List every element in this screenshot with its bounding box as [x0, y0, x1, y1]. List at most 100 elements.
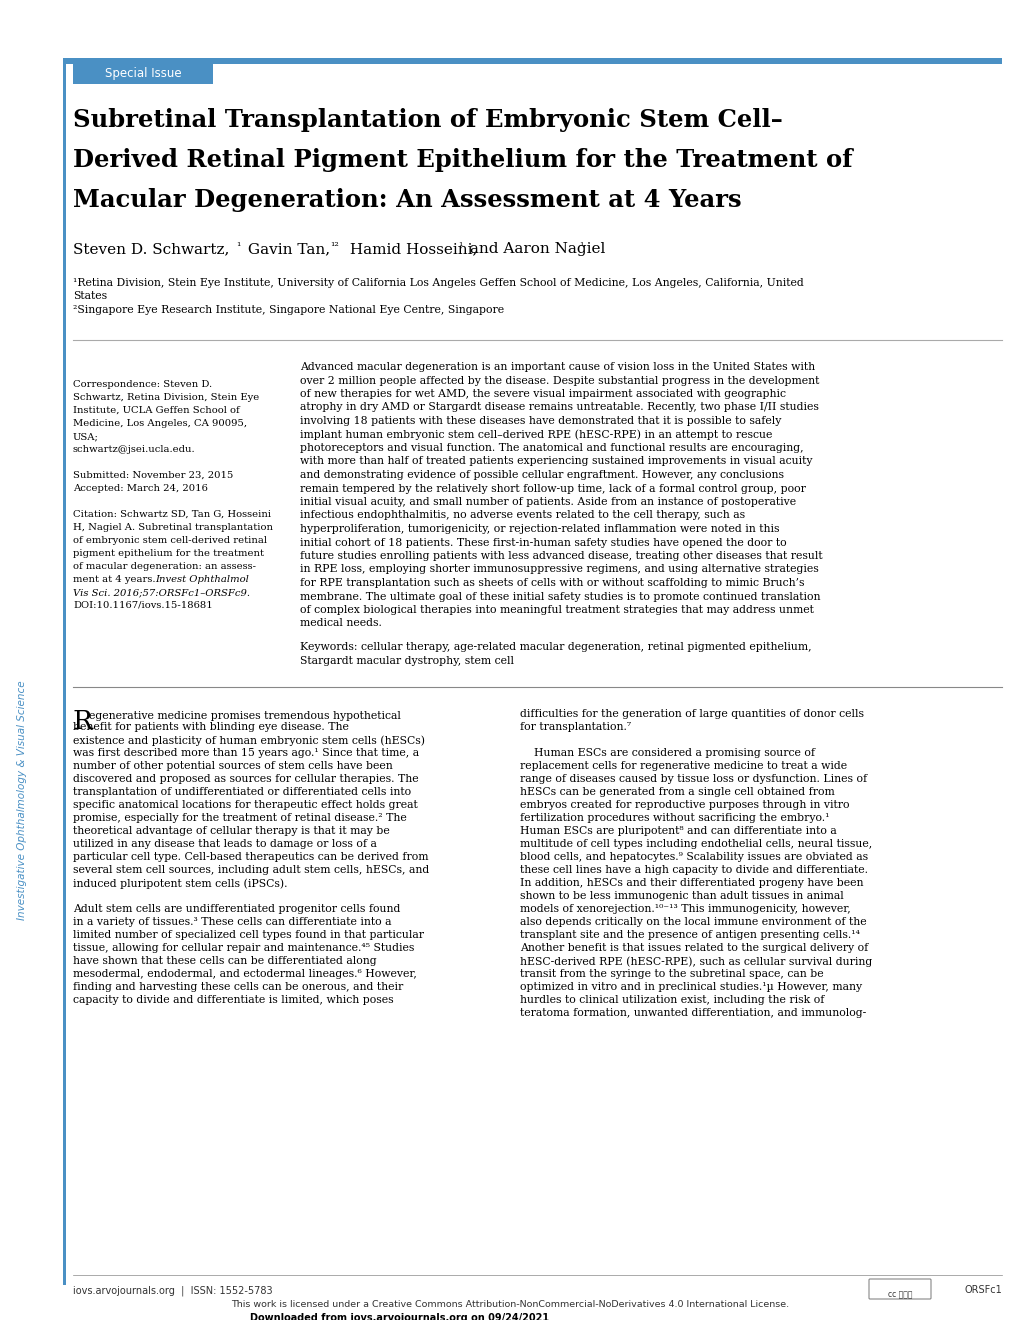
Text: R: R — [73, 709, 93, 734]
Text: ¹: ¹ — [235, 242, 240, 252]
Text: fertilization procedures without sacrificing the embryo.¹: fertilization procedures without sacrifi… — [520, 813, 828, 822]
Text: In addition, hESCs and their differentiated progeny have been: In addition, hESCs and their differentia… — [520, 878, 863, 888]
Text: Institute, UCLA Geffen School of: Institute, UCLA Geffen School of — [73, 407, 239, 414]
Text: future studies enrolling patients with less advanced disease, treating other dis: future studies enrolling patients with l… — [300, 550, 821, 561]
Text: for transplantation.⁷: for transplantation.⁷ — [520, 722, 631, 733]
Text: initial visual acuity, and small number of patients. Aside from an instance of p: initial visual acuity, and small number … — [300, 498, 796, 507]
Text: number of other potential sources of stem cells have been: number of other potential sources of ste… — [73, 762, 392, 771]
Text: Subretinal Transplantation of Embryonic Stem Cell–: Subretinal Transplantation of Embryonic … — [73, 108, 782, 132]
Text: teratoma formation, unwanted differentiation, and immunolog-: teratoma formation, unwanted differentia… — [520, 1008, 865, 1018]
Text: iovs.arvojournals.org  |  ISSN: 1552-5783: iovs.arvojournals.org | ISSN: 1552-5783 — [73, 1284, 272, 1295]
Text: Another benefit is that issues related to the surgical delivery of: Another benefit is that issues related t… — [520, 942, 867, 953]
Text: in a variety of tissues.³ These cells can differentiate into a: in a variety of tissues.³ These cells ca… — [73, 917, 391, 927]
Text: Stargardt macular dystrophy, stem cell: Stargardt macular dystrophy, stem cell — [300, 656, 514, 665]
FancyBboxPatch shape — [868, 1279, 930, 1299]
Text: mesodermal, endodermal, and ectodermal lineages.⁶ However,: mesodermal, endodermal, and ectodermal l… — [73, 969, 417, 979]
Text: of complex biological therapies into meaningful treatment strategies that may ad: of complex biological therapies into mea… — [300, 605, 813, 615]
Text: replacement cells for regenerative medicine to treat a wide: replacement cells for regenerative medic… — [520, 762, 847, 771]
Text: hurdles to clinical utilization exist, including the risk of: hurdles to clinical utilization exist, i… — [520, 995, 823, 1005]
Text: atrophy in dry AMD or Stargardt disease remains untreatable. Recently, two phase: atrophy in dry AMD or Stargardt disease … — [300, 403, 818, 412]
Text: Downloaded from iovs.arvojournals.org on 09/24/2021: Downloaded from iovs.arvojournals.org on… — [250, 1313, 548, 1320]
Text: Special Issue: Special Issue — [105, 66, 181, 79]
Text: range of diseases caused by tissue loss or dysfunction. Lines of: range of diseases caused by tissue loss … — [520, 774, 866, 784]
Text: was first described more than 15 years ago.¹ Since that time, a: was first described more than 15 years a… — [73, 748, 419, 758]
Text: and Aaron Nagiel: and Aaron Nagiel — [465, 242, 605, 256]
Text: tissue, allowing for cellular repair and maintenance.⁴⁵ Studies: tissue, allowing for cellular repair and… — [73, 942, 414, 953]
Text: transit from the syringe to the subretinal space, can be: transit from the syringe to the subretin… — [520, 969, 822, 979]
Text: remain tempered by the relatively short follow-up time, lack of a formal control: remain tempered by the relatively short … — [300, 483, 805, 494]
Text: induced pluripotent stem cells (iPSCs).: induced pluripotent stem cells (iPSCs). — [73, 878, 287, 888]
Text: USA;: USA; — [73, 432, 99, 441]
Text: with more than half of treated patients experiencing sustained improvements in v: with more than half of treated patients … — [300, 457, 812, 466]
Text: of embryonic stem cell-derived retinal: of embryonic stem cell-derived retinal — [73, 536, 267, 545]
Text: ORSFc1: ORSFc1 — [963, 1284, 1001, 1295]
Text: limited number of specialized cell types found in that particular: limited number of specialized cell types… — [73, 931, 424, 940]
Text: optimized in vitro and in preclinical studies.¹µ However, many: optimized in vitro and in preclinical st… — [520, 982, 861, 993]
Text: schwartz@jsei.ucla.edu.: schwartz@jsei.ucla.edu. — [73, 445, 196, 454]
Text: Accepted: March 24, 2016: Accepted: March 24, 2016 — [73, 484, 208, 492]
Text: States: States — [73, 290, 107, 301]
Text: Medicine, Los Angeles, CA 90095,: Medicine, Los Angeles, CA 90095, — [73, 418, 247, 428]
Text: egenerative medicine promises tremendous hypothetical: egenerative medicine promises tremendous… — [89, 711, 400, 721]
Text: over 2 million people affected by the disease. Despite substantial progress in t: over 2 million people affected by the di… — [300, 375, 818, 385]
Text: hESC-derived RPE (hESC-RPE), such as cellular survival during: hESC-derived RPE (hESC-RPE), such as cel… — [520, 956, 871, 966]
Text: cc ⓑⓃⓃ: cc ⓑⓃⓃ — [887, 1290, 911, 1299]
Text: transplant site and the presence of antigen presenting cells.¹⁴: transplant site and the presence of anti… — [520, 931, 859, 940]
Text: Derived Retinal Pigment Epithelium for the Treatment of: Derived Retinal Pigment Epithelium for t… — [73, 148, 852, 172]
Text: Schwartz, Retina Division, Stein Eye: Schwartz, Retina Division, Stein Eye — [73, 393, 259, 403]
Text: Hamid Hosseini,: Hamid Hosseini, — [344, 242, 477, 256]
Text: for RPE transplantation such as sheets of cells with or without scaffolding to m: for RPE transplantation such as sheets o… — [300, 578, 804, 587]
Bar — [63, 58, 1001, 63]
Text: initial cohort of 18 patients. These first-in-human safety studies have opened t: initial cohort of 18 patients. These fir… — [300, 537, 786, 548]
Text: several stem cell sources, including adult stem cells, hESCs, and: several stem cell sources, including adu… — [73, 865, 429, 875]
Text: membrane. The ultimate goal of these initial safety studies is to promote contin: membrane. The ultimate goal of these ini… — [300, 591, 819, 602]
Text: hESCs can be generated from a single cell obtained from: hESCs can be generated from a single cel… — [520, 787, 834, 797]
Text: have shown that these cells can be differentiated along: have shown that these cells can be diffe… — [73, 956, 376, 966]
Text: hyperproliferation, tumorigenicity, or rejection-related inflammation were noted: hyperproliferation, tumorigenicity, or r… — [300, 524, 779, 535]
Text: Human ESCs are considered a promising source of: Human ESCs are considered a promising so… — [520, 748, 814, 758]
Text: Citation: Schwartz SD, Tan G, Hosseini: Citation: Schwartz SD, Tan G, Hosseini — [73, 510, 271, 519]
Text: Advanced macular degeneration is an important cause of vision loss in the United: Advanced macular degeneration is an impo… — [300, 362, 814, 372]
Text: pigment epithelium for the treatment: pigment epithelium for the treatment — [73, 549, 264, 558]
Text: in RPE loss, employing shorter immunosuppressive regimens, and using alternative: in RPE loss, employing shorter immunosup… — [300, 565, 818, 574]
Text: Submitted: November 23, 2015: Submitted: November 23, 2015 — [73, 471, 233, 480]
Text: discovered and proposed as sources for cellular therapies. The: discovered and proposed as sources for c… — [73, 774, 418, 784]
Text: shown to be less immunogenic than adult tissues in animal: shown to be less immunogenic than adult … — [520, 891, 843, 902]
Text: Invest Ophthalmol: Invest Ophthalmol — [155, 576, 249, 583]
Text: Human ESCs are pluripotent⁸ and can differentiate into a: Human ESCs are pluripotent⁸ and can diff… — [520, 826, 836, 836]
Text: capacity to divide and differentiate is limited, which poses: capacity to divide and differentiate is … — [73, 995, 393, 1005]
Text: ¹: ¹ — [579, 242, 583, 252]
Text: these cell lines have a high capacity to divide and differentiate.: these cell lines have a high capacity to… — [520, 865, 867, 875]
Text: transplantation of undifferentiated or differentiated cells into: transplantation of undifferentiated or d… — [73, 787, 411, 797]
Text: models of xenorejection.¹⁰⁻¹³ This immunogenicity, however,: models of xenorejection.¹⁰⁻¹³ This immun… — [520, 904, 850, 913]
Text: H, Nagiel A. Subretinal transplantation: H, Nagiel A. Subretinal transplantation — [73, 523, 273, 532]
Bar — [73, 62, 213, 84]
Text: also depends critically on the local immune environment of the: also depends critically on the local imm… — [520, 917, 866, 927]
Text: theoretical advantage of cellular therapy is that it may be: theoretical advantage of cellular therap… — [73, 826, 389, 836]
Text: difficulties for the generation of large quantities of donor cells: difficulties for the generation of large… — [520, 709, 863, 719]
Text: Keywords: cellular therapy, age-related macular degeneration, retinal pigmented : Keywords: cellular therapy, age-related … — [300, 642, 811, 652]
Text: promise, especially for the treatment of retinal disease.² The: promise, especially for the treatment of… — [73, 813, 407, 822]
Text: and demonstrating evidence of possible cellular engraftment. However, any conclu: and demonstrating evidence of possible c… — [300, 470, 784, 480]
Text: finding and harvesting these cells can be onerous, and their: finding and harvesting these cells can b… — [73, 982, 403, 993]
Text: Investigative Ophthalmology & Visual Science: Investigative Ophthalmology & Visual Sci… — [17, 680, 26, 920]
Text: specific anatomical locations for therapeutic effect holds great: specific anatomical locations for therap… — [73, 800, 418, 810]
Text: of new therapies for wet AMD, the severe visual impairment associated with geogr: of new therapies for wet AMD, the severe… — [300, 389, 786, 399]
Text: ²Singapore Eye Research Institute, Singapore National Eye Centre, Singapore: ²Singapore Eye Research Institute, Singa… — [73, 305, 503, 315]
Text: DOI:10.1167/iovs.15-18681: DOI:10.1167/iovs.15-18681 — [73, 601, 213, 610]
Text: ¹²: ¹² — [330, 242, 338, 252]
Text: existence and plasticity of human embryonic stem cells (hESCs): existence and plasticity of human embryo… — [73, 735, 425, 746]
Text: ment at 4 years.: ment at 4 years. — [73, 576, 159, 583]
Text: medical needs.: medical needs. — [300, 619, 381, 628]
Text: Gavin Tan,: Gavin Tan, — [243, 242, 330, 256]
Text: involving 18 patients with these diseases have demonstrated that it is possible : involving 18 patients with these disease… — [300, 416, 781, 426]
Text: This work is licensed under a Creative Commons Attribution-NonCommercial-NoDeriv: This work is licensed under a Creative C… — [230, 1300, 789, 1309]
Text: infectious endophthalmitis, no adverse events related to the cell therapy, such : infectious endophthalmitis, no adverse e… — [300, 511, 745, 520]
Text: benefit for patients with blinding eye disease. The: benefit for patients with blinding eye d… — [73, 722, 348, 733]
Text: photoreceptors and visual function. The anatomical and functional results are en: photoreceptors and visual function. The … — [300, 444, 803, 453]
Text: blood cells, and hepatocytes.⁹ Scalability issues are obviated as: blood cells, and hepatocytes.⁹ Scalabili… — [520, 851, 867, 862]
Text: implant human embryonic stem cell–derived RPE (hESC-RPE) in an attempt to rescue: implant human embryonic stem cell–derive… — [300, 429, 771, 440]
Text: multitude of cell types including endothelial cells, neural tissue,: multitude of cell types including endoth… — [520, 840, 871, 849]
Text: of macular degeneration: an assess-: of macular degeneration: an assess- — [73, 562, 256, 572]
Text: utilized in any disease that leads to damage or loss of a: utilized in any disease that leads to da… — [73, 840, 376, 849]
